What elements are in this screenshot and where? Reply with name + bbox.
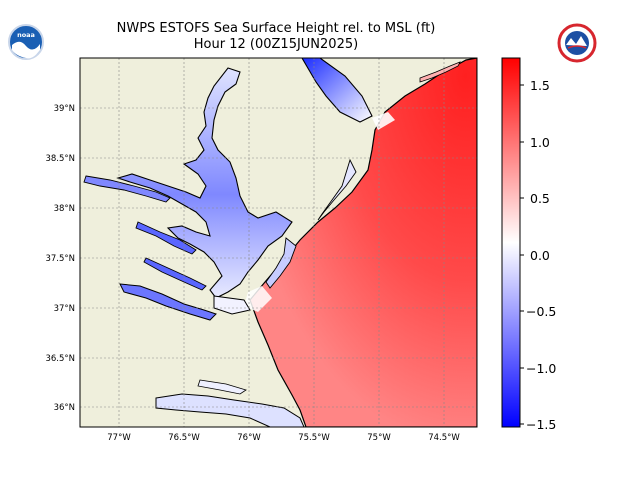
colorbar-tick-label: 0.5 <box>530 191 550 206</box>
james-river <box>119 283 217 321</box>
map-frame <box>79 57 478 428</box>
lat-tick-label: 37°N <box>54 304 75 314</box>
colorbar-tick-label: 1.5 <box>530 78 550 93</box>
lat-tick-label: 38.5°N <box>45 154 75 164</box>
latitude-axis: 39°N 38.5°N 38°N 37.5°N 37°N 36.5°N 36°N <box>45 104 75 413</box>
colorbar-tick-label: 1.0 <box>530 135 550 150</box>
lon-tick-label: 75.5°W <box>298 433 330 443</box>
lon-tick-label: 74.5°W <box>428 433 460 443</box>
lat-tick-label: 38°N <box>54 204 75 214</box>
noaa-logo-text: noaa <box>17 31 35 39</box>
chart-title: NWPS ESTOFS Sea Surface Height rel. to M… <box>116 21 436 36</box>
lat-tick-label: 39°N <box>54 104 75 114</box>
colorbar-tick-label: −1.0 <box>526 361 556 376</box>
map-grid <box>80 58 477 427</box>
colorbar-tick-label: −0.5 <box>526 304 556 319</box>
colorbar-tick-label: −1.5 <box>526 417 556 432</box>
chart-subtitle: Hour 12 (00Z15JUN2025) <box>193 37 359 52</box>
colorbar-tick-label: 0.0 <box>530 248 550 263</box>
lat-tick-label: 36.5°N <box>45 354 75 364</box>
atlantic-ocean <box>249 58 477 427</box>
map-area <box>80 58 477 427</box>
noaa-logo-icon: noaa <box>8 24 44 60</box>
lon-tick-label: 77°W <box>107 433 131 443</box>
lon-tick-label: 75°W <box>367 433 391 443</box>
lon-tick-label: 76.5°W <box>168 433 200 443</box>
lon-tick-label: 76°W <box>237 433 261 443</box>
delaware-bay <box>301 58 373 123</box>
longitude-axis: 77°W 76.5°W 76°W 75.5°W 75°W 74.5°W <box>107 433 460 443</box>
colorbar-gradient <box>501 57 521 428</box>
lat-tick-label: 36°N <box>54 403 75 413</box>
chesapeake-bay <box>116 67 293 299</box>
colorbar: 1.5 1.0 0.5 0.0 −0.5 −1.0 −1.5 <box>501 57 556 432</box>
lat-tick-label: 37.5°N <box>45 254 75 264</box>
nws-logo-icon <box>557 23 597 63</box>
